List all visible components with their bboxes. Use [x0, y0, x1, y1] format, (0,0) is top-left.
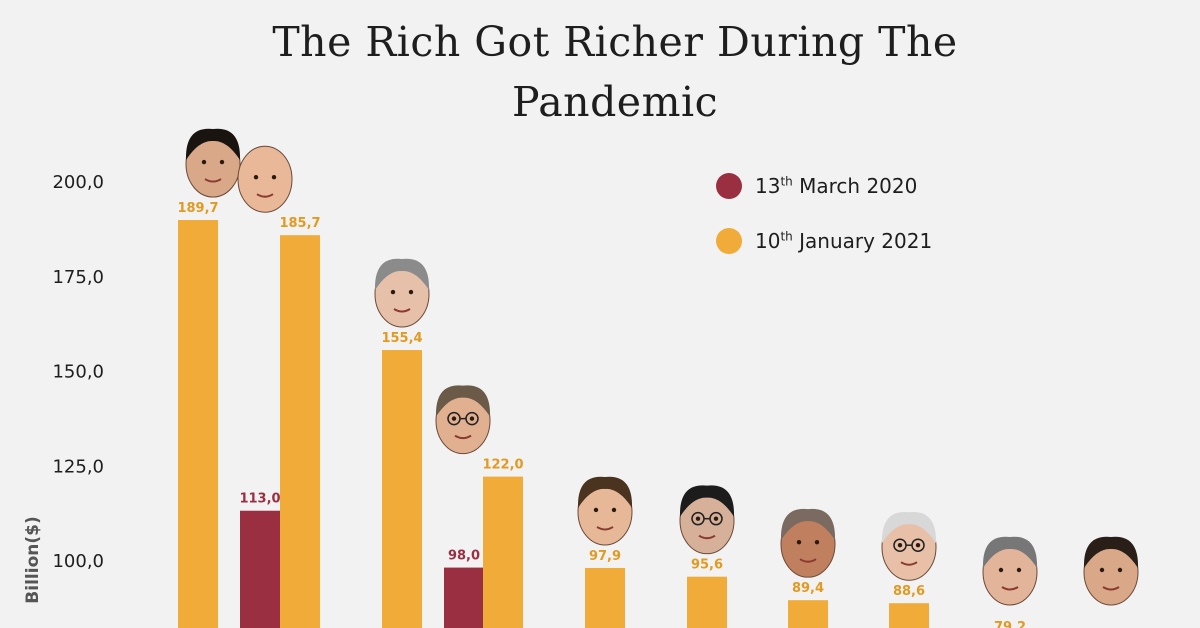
y-axis-label: Billion($): [23, 516, 43, 603]
portrait-elon-musk: [185, 128, 241, 198]
portrait-bernard-arnault: [374, 258, 430, 328]
bar-january: [788, 600, 828, 628]
bar-january: [687, 576, 727, 628]
portrait-zhong-shanshan: [679, 485, 735, 555]
bar-january: [382, 350, 422, 628]
bar-january: [178, 220, 218, 628]
bar-march: [444, 567, 484, 628]
legend-swatch-march: [716, 172, 742, 199]
legend-swatch-january: [716, 227, 742, 254]
chart-title: The Rich Got Richer During The Pandemic: [272, 18, 958, 126]
data-label-march: 113,0: [239, 492, 280, 507]
portrait-larry-ellison: [780, 508, 836, 578]
data-label-january: 95,6: [691, 558, 723, 573]
legend-item-march-2020: 13th March 2020: [716, 172, 917, 199]
legend-item-january-2021: 10th January 2021: [716, 227, 932, 254]
bar-january: [280, 235, 320, 628]
data-label-march: 98,0: [448, 549, 480, 564]
data-label-january: 122,0: [482, 458, 523, 473]
portraits-group: [185, 128, 1139, 606]
data-label-january: 155,4: [381, 331, 422, 346]
y-tick-label: 125,0: [52, 456, 104, 477]
legend-label-january: 10th January 2021: [755, 228, 933, 253]
y-tick-label: 200,0: [52, 172, 104, 193]
data-label-january: 79,2: [994, 620, 1026, 628]
bar-january: [585, 567, 625, 628]
portrait-bill-gates: [435, 385, 491, 455]
bar-march: [240, 510, 280, 628]
y-tick-label: 175,0: [52, 267, 104, 288]
bars-group: 113,0 98,0 189,7 185,7 155,4 122,0 97,9 95,6 89,…: [177, 201, 1026, 628]
portrait-mark-zuckerberg: [577, 476, 633, 546]
data-label-january: 189,7: [177, 201, 218, 216]
data-label-january: 88,6: [893, 584, 925, 599]
data-label-january: 97,9: [589, 549, 621, 564]
portrait-sergey-brin: [1083, 536, 1139, 606]
portrait-larry-page: [982, 536, 1038, 606]
data-label-january: 89,4: [792, 581, 824, 596]
bar-january: [483, 476, 523, 628]
portrait-warren-buffett: [881, 511, 937, 581]
y-tick-label: 150,0: [52, 362, 104, 383]
y-tick-label: 100,0: [52, 551, 104, 572]
y-axis: 100,0 125,0 150,0 175,0 200,0: [52, 172, 104, 572]
legend-label-march: 13th March 2020: [755, 173, 918, 198]
data-label-january: 185,7: [279, 216, 320, 231]
bar-january: [889, 603, 929, 628]
portrait-jeff-bezos: [237, 145, 293, 213]
